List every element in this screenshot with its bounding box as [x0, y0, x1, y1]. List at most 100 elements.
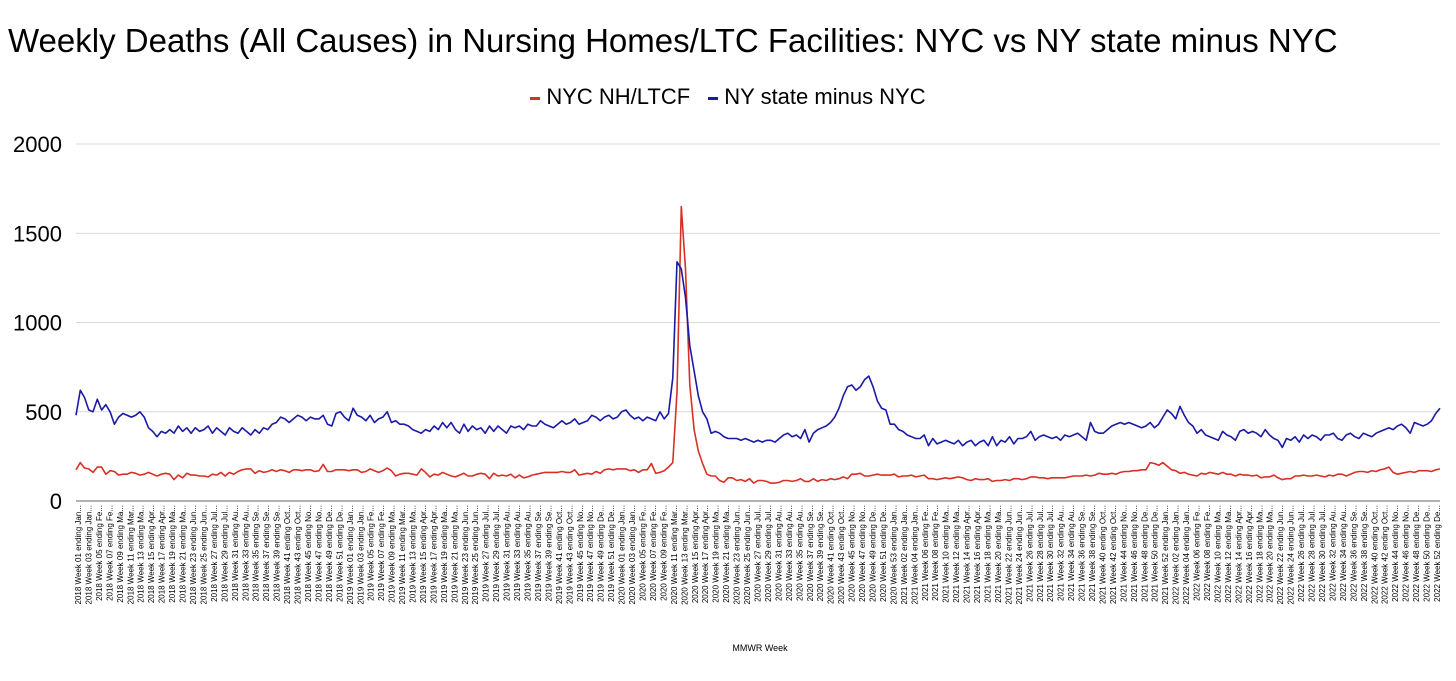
- x-tick-label: 2022 Week 06 ending Fe...: [1193, 505, 1202, 601]
- x-tick-label: 2018 Week 35 ending Se...: [252, 505, 261, 601]
- legend: NYC NH/LTCF NY state minus NYC: [0, 84, 1456, 110]
- x-tick-label: 2018 Week 33 ending Au...: [241, 505, 250, 601]
- x-tick-label: 2018 Week 07 ending Fe...: [105, 505, 114, 601]
- x-tick-label: 2019 Week 21 ending Ma...: [450, 505, 459, 603]
- x-tick-label: 2019 Week 49 ending De...: [597, 505, 606, 602]
- x-tick-label: 2022 Week 40 ending Oct...: [1370, 505, 1379, 604]
- x-tick-label: 2019 Week 31 ending Au...: [503, 505, 512, 601]
- x-tick-label: 2019 Week 39 ending Se...: [544, 505, 553, 601]
- x-tick-label: 2021 Week 32 ending Au...: [1057, 505, 1066, 601]
- x-axis-title: MMWR Week: [732, 643, 788, 653]
- x-tick-label: 2019 Week 13 ending Ma...: [409, 505, 418, 603]
- x-tick-label: 2020 Week 19 ending Ma...: [712, 505, 721, 603]
- x-tick-label: 2020 Week 29 ending Jul...: [764, 505, 773, 602]
- series-line-nyc: [75, 205, 1441, 484]
- x-tick-label: 2018 Week 39 ending Se...: [273, 505, 282, 601]
- x-tick-label: 2022 Week 28 ending Jul...: [1308, 505, 1317, 602]
- chart-title: Weekly Deaths (All Causes) in Nursing Ho…: [8, 22, 1338, 59]
- x-tick-label: 2020 Week 53 ending Jan...: [889, 505, 898, 604]
- x-tick-label: 2020 Week 31 ending Au...: [774, 505, 783, 601]
- x-tick-label: 2018 Week 19 ending Ma...: [168, 505, 177, 603]
- legend-swatch-nyc: [530, 96, 541, 100]
- x-tick-label: 2020 Week 17 ending Apr...: [701, 505, 710, 603]
- x-tick-label: 2018 Week 51 ending De...: [335, 505, 344, 602]
- x-tick-label: 2019 Week 51 ending De...: [607, 505, 616, 602]
- x-tick-label: 2018 Week 29 ending Jul...: [220, 505, 229, 602]
- x-tick-label: 2021 Week 06 ending Fe...: [921, 505, 930, 601]
- x-tick-label: 2019 Week 15 ending Apr...: [419, 505, 428, 603]
- x-tick-label: 2022 Week 22 ending Jun...: [1276, 505, 1285, 604]
- x-tick-label: 2021 Week 34 ending Au...: [1067, 505, 1076, 601]
- x-tick-label: 2019 Week 37 ending Se...: [534, 505, 543, 601]
- legend-label-nys: NY state minus NYC: [724, 84, 926, 109]
- legend-item-nys: NY state minus NYC: [708, 84, 926, 110]
- x-tick-label: 2022 Week 14 ending Apr...: [1234, 505, 1243, 603]
- x-tick-label: 2018 Week 05 ending Fe...: [95, 505, 104, 601]
- x-tick-label: 2020 Week 07 ending Fe...: [649, 505, 658, 601]
- x-tick-label: 2022 Week 46 ending No...: [1402, 505, 1411, 602]
- x-tick-label: 2018 Week 03 ending Jan...: [84, 505, 93, 604]
- x-tick-label: 2020 Week 13 ending Mar...: [680, 505, 689, 605]
- x-tick-label: 2021 Week 28 ending Jul...: [1036, 505, 1045, 602]
- x-tick-label: 2021 Week 18 ending Ma...: [983, 505, 992, 603]
- x-tick-label: 2022 Week 20 ending Ma...: [1266, 505, 1275, 603]
- x-tick-label: 2020 Week 51 ending De...: [879, 505, 888, 602]
- x-tick-label: 2022 Week 38 ending Se...: [1360, 505, 1369, 601]
- x-tick-label: 2020 Week 27 ending Jul...: [754, 505, 763, 602]
- y-tick-label: 1500: [13, 221, 62, 246]
- x-tick-label: 2022 Week 48 ending De...: [1412, 505, 1421, 602]
- x-tick-label: 2022 Week 12 ending Ma...: [1224, 505, 1233, 603]
- y-tick-label: 2000: [13, 132, 62, 157]
- x-tick-label: 2022 Week 32 ending Au...: [1328, 505, 1337, 601]
- x-tick-label: 2021 Week 20 ending Ma...: [994, 505, 1003, 603]
- x-tick-label: 2019 Week 05 ending Fe...: [367, 505, 376, 601]
- x-tick-label: 2020 Week 15 ending Apr...: [691, 505, 700, 603]
- x-tick-label: 2022 Week 24 ending Jun...: [1287, 505, 1296, 604]
- x-tick-label: 2020 Week 47 ending No...: [858, 505, 867, 602]
- x-tick-label: 2019 Week 03 ending Jan...: [356, 505, 365, 604]
- x-tick-label: 2019 Week 23 ending Jun...: [461, 505, 470, 604]
- x-tick-label: 2019 Week 43 ending Oct...: [565, 505, 574, 604]
- x-tick-label: 2019 Week 01 ending Jan...: [346, 505, 355, 604]
- y-tick-label: 500: [25, 400, 62, 425]
- x-tick-label: 2022 Week 44 ending No...: [1391, 505, 1400, 602]
- x-tick-label: 2020 Week 05 ending Fe...: [639, 505, 648, 601]
- x-tick-label: 2021 Week 44 ending No...: [1119, 505, 1128, 602]
- legend-swatch-nys: [708, 96, 719, 100]
- x-tick-label: 2021 Week 26 ending Jul...: [1025, 505, 1034, 602]
- legend-label-nyc: NYC NH/LTCF: [546, 84, 691, 109]
- x-tick-label: 2019 Week 07 ending Fe...: [377, 505, 386, 601]
- x-tick-label: 2020 Week 49 ending De...: [868, 505, 877, 602]
- x-tick-label: 2018 Week 25 ending Jun...: [199, 505, 208, 604]
- x-tick-label: 2019 Week 17 ending Apr...: [429, 505, 438, 603]
- x-tick-label: 2020 Week 33 ending Au...: [785, 505, 794, 601]
- x-tick-label: 2019 Week 29 ending Jul...: [492, 505, 501, 602]
- x-tick-label: 2021 Week 22 ending Jun...: [1004, 505, 1013, 604]
- x-tick-label: 2020 Week 41 ending Oct...: [827, 505, 836, 604]
- x-tick-label: 2022 Week 08 ending Fe...: [1203, 505, 1212, 601]
- x-tick-label: 2021 Week 12 ending Ma...: [952, 505, 961, 603]
- x-tick-label: 2020 Week 09 ending Fe...: [659, 505, 668, 601]
- x-tick-label: 2020 Week 45 ending No...: [848, 505, 857, 602]
- x-tick-label: 2019 Week 27 ending Jul...: [482, 505, 491, 602]
- x-tick-label: 2022 Week 36 ending Se...: [1349, 505, 1358, 601]
- x-tick-label: 2018 Week 17 ending Apr...: [158, 505, 167, 603]
- x-tick-label: 2020 Week 25 ending Jun...: [743, 505, 752, 604]
- x-tick-label: 2021 Week 24 ending Jun...: [1015, 505, 1024, 604]
- x-tick-label: 2022 Week 52 ending De...: [1433, 505, 1442, 602]
- x-tick-label: 2020 Week 43 ending Oct...: [837, 505, 846, 604]
- x-tick-label: 2020 Week 37 ending Se...: [806, 505, 815, 601]
- x-tick-label: 2022 Week 50 ending De...: [1423, 505, 1432, 602]
- x-tick-label: 2018 Week 09 ending Ma...: [116, 505, 125, 603]
- x-tick-label: 2018 Week 47 ending No...: [314, 505, 323, 602]
- x-tick-label: 2019 Week 41 ending Oct...: [555, 505, 564, 604]
- x-tick-label: 2020 Week 39 ending Se...: [816, 505, 825, 601]
- y-tick-label: 0: [50, 489, 62, 514]
- x-tick-label: 2018 Week 11 ending Mar...: [126, 505, 135, 604]
- x-tick-label: 2022 Week 16 ending Apr...: [1245, 505, 1254, 603]
- x-tick-label: 2022 Week 04 ending Jan...: [1182, 505, 1191, 604]
- x-tick-label: 2022 Week 10 ending Ma...: [1213, 505, 1222, 603]
- x-tick-label: 2018 Week 23 ending Jun...: [189, 505, 198, 604]
- x-tick-label: 2018 Week 43 ending Oct...: [294, 505, 303, 604]
